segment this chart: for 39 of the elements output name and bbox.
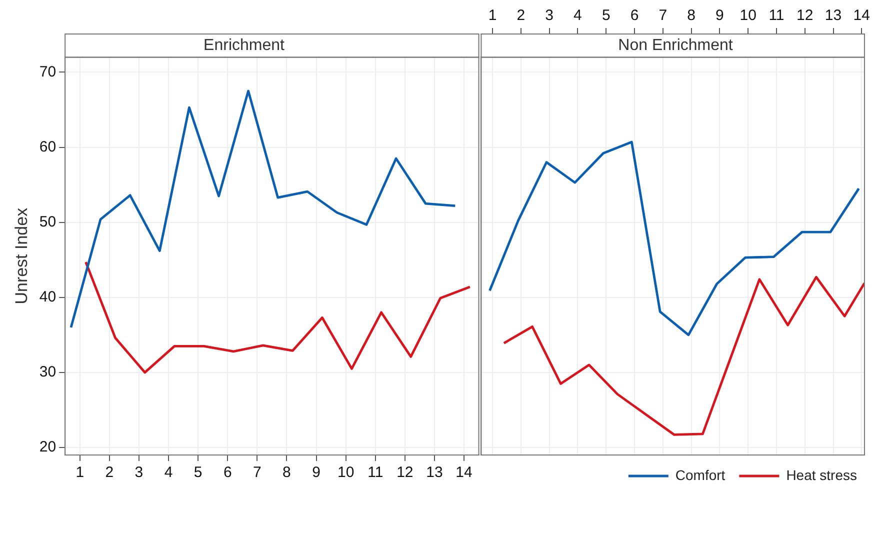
- x-tick-label: 6: [223, 464, 232, 482]
- x-tick-label: 9: [312, 464, 320, 482]
- chart-title: Non Enrichment: [618, 37, 734, 54]
- x-tick-label: 13: [426, 464, 443, 482]
- x-tick-label: 6: [630, 7, 639, 24]
- x-tick-label: 13: [824, 7, 842, 24]
- x-tick-label: 11: [768, 7, 784, 24]
- x-tick-label: 1: [488, 7, 497, 24]
- x-tick-label: 7: [658, 7, 668, 24]
- x-tick-label: 11: [368, 464, 384, 482]
- x-tick-label: 10: [740, 7, 756, 24]
- legend-label: Comfort: [675, 466, 726, 483]
- x-tick-label: 12: [796, 7, 814, 24]
- x-tick-label: 2: [516, 7, 526, 24]
- y-tick-label: 60: [39, 138, 56, 156]
- x-tick-label: 14: [853, 7, 870, 24]
- x-tick-label: 3: [545, 7, 554, 24]
- x-tick-label: 8: [282, 464, 291, 482]
- x-tick-label: 9: [716, 7, 724, 24]
- x-tick-label: 12: [396, 464, 414, 482]
- x-tick-label: 14: [456, 464, 472, 482]
- legend-label: Heat stress: [786, 466, 858, 483]
- x-tick-label: 10: [337, 464, 354, 482]
- x-tick-label: 3: [134, 464, 144, 482]
- y-tick-label: 50: [39, 213, 56, 230]
- x-tick-label: 5: [602, 7, 610, 24]
- y-tick-label: 70: [39, 63, 56, 80]
- x-tick-label: 2: [105, 464, 114, 482]
- x-tick-label: 1: [76, 464, 84, 482]
- x-tick-label: 7: [252, 464, 262, 482]
- x-tick-label: 8: [687, 7, 696, 24]
- y-tick-label: 20: [39, 438, 56, 456]
- x-tick-label: 5: [194, 464, 202, 482]
- chart-title: Enrichment: [204, 37, 286, 54]
- x-tick-label: 4: [164, 464, 173, 482]
- y-tick-label: 30: [39, 364, 56, 381]
- y-tick-label: 40: [39, 288, 56, 306]
- y-axis-title: Unrest Index: [12, 207, 31, 304]
- x-tick-label: 4: [574, 7, 582, 24]
